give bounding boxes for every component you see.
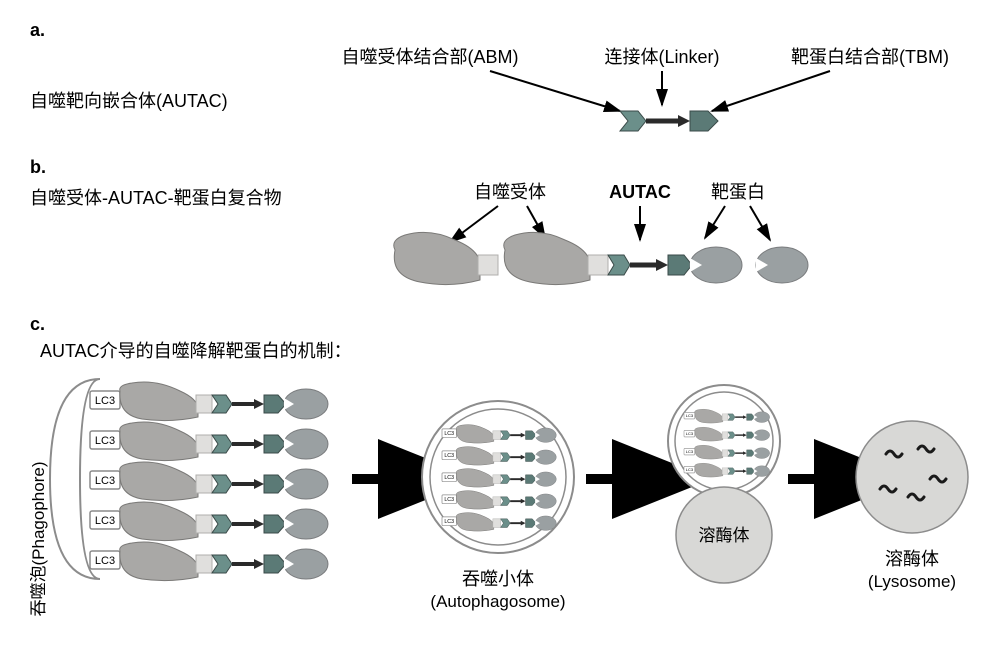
lc3-label: LC3 bbox=[95, 555, 115, 567]
phagophore: 吞噬泡(Phagophore) bbox=[30, 379, 100, 616]
arrow-tbm bbox=[712, 71, 830, 111]
target-label: 靶蛋白 bbox=[711, 182, 765, 202]
abm-label: 自噬受体结合部(ABM) bbox=[342, 47, 519, 67]
section-a-label: a. bbox=[30, 20, 970, 41]
section-c: c. AUTAC介导的自噬降解靶蛋白的机制： 吞噬泡(Phagophore) L… bbox=[30, 314, 970, 629]
autac-label: AUTAC bbox=[609, 182, 671, 202]
autac-molecule bbox=[620, 111, 718, 131]
receptor-alone bbox=[394, 232, 498, 284]
lc3-label: LC3 bbox=[686, 431, 694, 436]
target-alone bbox=[756, 247, 808, 283]
section-a-diagram: 自噬受体结合部(ABM) 连接体(Linker) 靶蛋白结合部(TBM) bbox=[320, 43, 960, 143]
autophagosome: LC3 LC3 LC3 LC3 LC3 吞噬小体 (Autophagosome) bbox=[422, 401, 574, 611]
lysosome-label-en: (Lysosome) bbox=[868, 572, 956, 591]
lc3-label: LC3 bbox=[444, 497, 454, 503]
autophagosome-label-zh: 吞噬小体 bbox=[462, 569, 534, 589]
lc3-label: LC3 bbox=[686, 467, 694, 472]
complex-unit: LC3 bbox=[90, 542, 328, 581]
complex-title: 自噬受体-AUTAC-靶蛋白复合物 bbox=[30, 188, 282, 208]
linker-label: 连接体(Linker) bbox=[604, 47, 719, 67]
lc3-label: LC3 bbox=[444, 475, 454, 481]
complex bbox=[504, 232, 742, 284]
arrow-abm bbox=[490, 71, 620, 111]
lc3-label: LC3 bbox=[444, 519, 454, 525]
complex-unit: LC3 bbox=[90, 462, 328, 501]
phagophore-label: 吞噬泡(Phagophore) bbox=[30, 462, 48, 617]
receptor-label: 自噬受体 bbox=[474, 182, 546, 202]
section-b-content: 自噬受体-AUTAC-靶蛋白复合物 自噬受体 AUTAC 靶蛋白 bbox=[30, 180, 970, 300]
phagophore-complexes: LC3 LC3 LC3 LC3 LC3 bbox=[90, 382, 328, 581]
complex-unit: LC3 bbox=[90, 422, 328, 461]
arrow-target-1 bbox=[705, 206, 725, 238]
lc3-label: LC3 bbox=[686, 413, 694, 418]
arrow-receptor-1 bbox=[450, 206, 498, 242]
lc3-label: LC3 bbox=[686, 449, 694, 454]
section-b-label: b. bbox=[30, 157, 970, 178]
section-c-label: c. bbox=[30, 314, 970, 335]
tbm-label: 靶蛋白结合部(TBM) bbox=[791, 47, 949, 67]
lc3-label: LC3 bbox=[95, 395, 115, 407]
lysosome-label-zh: 溶酶体 bbox=[885, 549, 939, 569]
autophagosome-label-en: (Autophagosome) bbox=[430, 592, 565, 611]
mechanism-title: AUTAC介导的自噬降解靶蛋白的机制： bbox=[40, 341, 352, 361]
fusion-lysosome-label: 溶酶体 bbox=[699, 526, 750, 545]
section-c-diagram: 吞噬泡(Phagophore) LC3LC3LC3LC3LC3 LC3LC3LC… bbox=[30, 369, 970, 629]
lc3-label: LC3 bbox=[95, 515, 115, 527]
lc3-label: LC3 bbox=[95, 435, 115, 447]
section-b-diagram: 自噬受体 AUTAC 靶蛋白 bbox=[320, 180, 960, 300]
lc3-label: LC3 bbox=[444, 431, 454, 437]
section-a: a. 自噬靶向嵌合体(AUTAC) 自噬受体结合部(ABM) 连接体(Linke… bbox=[30, 20, 970, 143]
section-a-content: 自噬靶向嵌合体(AUTAC) 自噬受体结合部(ABM) 连接体(Linker) … bbox=[30, 43, 970, 143]
lc3-label: LC3 bbox=[95, 475, 115, 487]
complex-unit: LC3 bbox=[90, 382, 328, 421]
arrow-target-2 bbox=[750, 206, 770, 240]
section-b: b. 自噬受体-AUTAC-靶蛋白复合物 自噬受体 AUTAC 靶蛋白 bbox=[30, 157, 970, 300]
lysosome: 溶酶体 (Lysosome) bbox=[856, 421, 968, 591]
fusion: LC3 LC3 LC3 LC3 溶酶体 bbox=[668, 385, 780, 583]
complex-unit: LC3 bbox=[90, 502, 328, 541]
autac-title: 自噬靶向嵌合体(AUTAC) bbox=[30, 91, 228, 111]
lc3-label: LC3 bbox=[444, 453, 454, 459]
